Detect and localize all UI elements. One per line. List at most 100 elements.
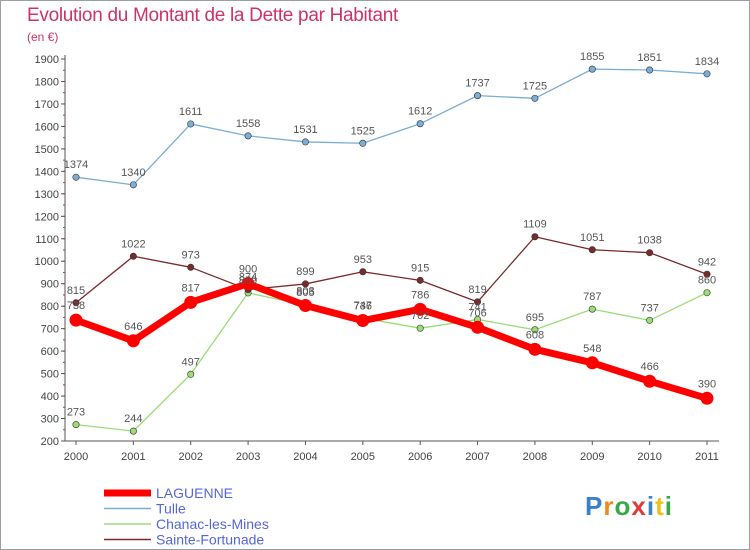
data-point [126, 334, 140, 348]
data-point [69, 313, 83, 327]
data-label: 817 [182, 282, 200, 294]
y-tick-label: 1400 [35, 166, 59, 178]
data-point [646, 249, 654, 257]
axes: 200 300 400 500 600 700 800 900 1000 1100 1200 1300… [35, 54, 719, 463]
data-label: 273 [67, 407, 85, 419]
data-point [129, 252, 137, 260]
x-tick-label: 2001 [121, 451, 145, 463]
series-line-chanac-les-mines [75, 292, 708, 432]
data-point [187, 120, 195, 128]
data-point [588, 305, 596, 313]
data-point [531, 94, 539, 102]
data-point [528, 342, 542, 356]
data-label: 1612 [408, 106, 432, 118]
data-point [416, 276, 424, 284]
series-line-tulle [75, 68, 708, 186]
data-label: 819 [468, 284, 486, 296]
chart-unit-label: (en €) [27, 30, 59, 44]
data-label: 747 [354, 300, 372, 312]
data-point [187, 263, 195, 271]
data-label: 1525 [351, 125, 375, 137]
data-point [531, 233, 539, 241]
y-tick-label: 1600 [35, 121, 59, 133]
data-label: 1531 [293, 124, 317, 136]
data-label: 860 [698, 275, 716, 287]
y-tick-label: 400 [41, 391, 59, 403]
y-tick-label: 600 [41, 346, 59, 358]
data-point [646, 316, 654, 324]
series-line-sainte-fortunade [75, 236, 708, 304]
x-tick-label: 2009 [580, 451, 604, 463]
data-label: 899 [296, 266, 314, 278]
data-point [700, 391, 714, 405]
legend-label: LAGUENNE [156, 485, 233, 501]
data-label: 1737 [465, 78, 489, 90]
data-point [301, 280, 309, 288]
data-point [643, 374, 657, 388]
y-tick-label: 1300 [35, 189, 59, 201]
x-tick-label: 2008 [523, 451, 547, 463]
x-tick-label: 2005 [351, 451, 375, 463]
data-label: 1855 [580, 51, 604, 63]
proxiti-logo: Proxiti [585, 491, 673, 521]
data-label: 1051 [580, 232, 604, 244]
data-label: 1851 [637, 52, 661, 64]
y-tick-label: 300 [41, 414, 59, 426]
x-tick-label: 2004 [293, 451, 317, 463]
data-point [187, 370, 195, 378]
data-point [588, 246, 596, 254]
data-label: 548 [583, 343, 601, 355]
data-point [241, 277, 255, 291]
y-tick-label: 500 [41, 369, 59, 381]
legend: LAGUENNETulleChanac-les-MinesSainte-Fort… [104, 485, 269, 548]
data-label: 942 [698, 256, 716, 268]
x-tick-label: 2003 [236, 451, 260, 463]
data-point [72, 173, 80, 181]
data-label: 815 [67, 285, 85, 297]
data-point [585, 356, 599, 370]
data-label: 787 [583, 291, 601, 303]
data-point [588, 65, 596, 73]
series-lines [69, 65, 714, 435]
y-tick-label: 700 [41, 324, 59, 336]
data-point [474, 298, 482, 306]
y-tick-label: 1000 [35, 256, 59, 268]
data-label: 390 [698, 378, 716, 390]
y-tick-label: 1900 [35, 54, 59, 66]
data-point [129, 181, 137, 189]
data-point [416, 120, 424, 128]
data-label: 803 [296, 286, 314, 298]
y-tick-label: 200 [41, 436, 59, 448]
data-label: 874 [239, 272, 257, 284]
y-tick-label: 1800 [35, 76, 59, 88]
x-tick-label: 2011 [695, 451, 719, 463]
data-label: 1340 [121, 167, 145, 179]
data-point [413, 302, 427, 316]
data-label: 1558 [236, 118, 260, 130]
data-label: 1109 [523, 219, 547, 231]
legend-label: Chanac-les-Mines [156, 516, 269, 532]
data-label: 741 [468, 301, 486, 313]
data-point [416, 324, 424, 332]
data-label: 1022 [121, 238, 145, 250]
data-label: 244 [124, 413, 142, 425]
data-point [703, 289, 711, 297]
data-label: 805 [296, 287, 314, 299]
x-tick-label: 2000 [64, 451, 88, 463]
data-label: 736 [354, 301, 372, 313]
data-point [301, 138, 309, 146]
data-label: 953 [354, 254, 372, 266]
data-label: 786 [411, 289, 429, 301]
legend-label: Tulle [156, 501, 186, 517]
x-tick-label: 2010 [637, 451, 661, 463]
data-point [129, 427, 137, 435]
y-tick-label: 1700 [35, 99, 59, 111]
x-tick-label: 2007 [465, 451, 489, 463]
data-label: 737 [640, 302, 658, 314]
data-point [244, 132, 252, 140]
x-tick-label: 2006 [408, 451, 432, 463]
data-point [298, 299, 312, 313]
y-tick-label: 900 [41, 279, 59, 291]
chart-title: Evolution du Montant de la Dette par Hab… [27, 5, 398, 26]
